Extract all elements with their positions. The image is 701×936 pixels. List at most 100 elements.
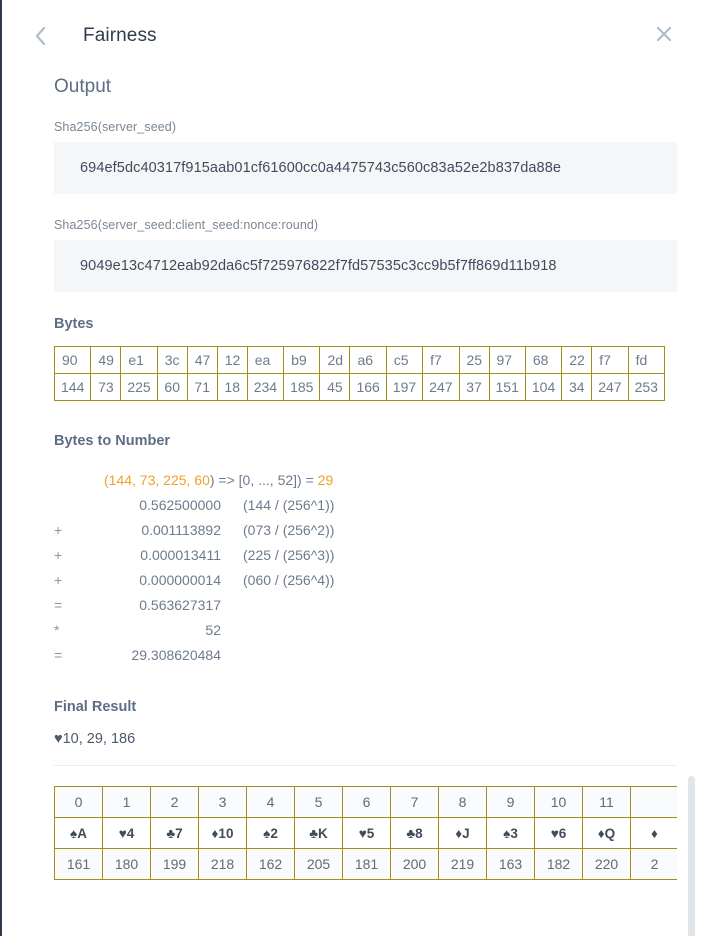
byte-decimal-cell: 71 <box>186 373 218 401</box>
page-scrollbar-track[interactable] <box>688 388 698 936</box>
close-button[interactable] <box>651 23 677 49</box>
calc-operator: + <box>54 571 63 588</box>
byte-decimal-cell: 45 <box>319 373 351 401</box>
calc-header-mid: ) => [0, ..., 52]) = <box>209 471 318 488</box>
calc-value: 0.001113892 <box>141 521 221 538</box>
bytes-hex-row: 90 49 e1 3c 47 12 ea b9 2d a6 c5 f7 25 97 68 22 f7 fd <box>54 346 665 374</box>
byte-hex-cell: 22 <box>561 346 593 374</box>
cards-index-row: 0 1 2 3 4 5 6 7 8 9 10 11 <box>54 786 677 818</box>
byte-decimal-cell: 185 <box>283 373 321 401</box>
panel-header: Fairness <box>2 0 701 72</box>
byte-hex-cell: 68 <box>524 346 563 374</box>
server-seed-hash-label: Sha256(server_seed) <box>54 120 177 134</box>
calc-value: 0.563627317 <box>139 596 221 613</box>
byte-hex-cell: fd <box>627 346 665 374</box>
card-number-cell: 161 <box>54 848 103 880</box>
bytes-table-scroll[interactable]: 90 49 e1 3c 47 12 ea b9 2d a6 c5 f7 25 97 68 22 f7 fd 144… <box>54 346 677 409</box>
card-index-cell: 5 <box>294 786 343 818</box>
card-face-cell: ♥6 <box>534 817 583 849</box>
byte-hex-cell: 90 <box>54 346 92 374</box>
card-number-cell: 163 <box>486 848 535 880</box>
bytes-to-number-table: (144, 73, 225, 60) => [0, ..., 52]) = 29… <box>54 467 334 667</box>
calc-header-result: 29 <box>317 471 334 488</box>
card-number-cell: 180 <box>102 848 151 880</box>
card-index-cell: 11 <box>582 786 631 818</box>
calc-note: (144 / (256^1)) <box>243 496 335 513</box>
card-number-cell: 2 <box>630 848 677 880</box>
card-face-cell: ♥5 <box>342 817 391 849</box>
byte-hex-cell: 2d <box>319 346 351 374</box>
calc-note <box>243 642 334 667</box>
calc-operator: * <box>54 621 60 638</box>
byte-decimal-cell: 166 <box>349 373 387 401</box>
calc-note: (225 / (256^3)) <box>243 546 335 563</box>
byte-hex-cell: e1 <box>120 346 158 374</box>
final-result-title: Final Result <box>54 699 137 715</box>
calc-value: 0.000013411 <box>140 546 221 563</box>
card-face-cell: ♦J <box>438 817 487 849</box>
final-result-value: ♥10, 29, 186 <box>54 731 136 747</box>
card-face-cell: ♦Q <box>582 817 631 849</box>
calc-row: * 52 <box>54 617 334 642</box>
calc-note: (060 / (256^4)) <box>243 571 335 588</box>
byte-hex-cell: 25 <box>458 346 490 374</box>
card-face-cell: ♥4 <box>102 817 151 849</box>
byte-decimal-cell: 34 <box>561 373 593 401</box>
page-title: Fairness <box>83 25 157 46</box>
calc-header-row: (144, 73, 225, 60) => [0, ..., 52]) = 29 <box>54 467 334 492</box>
card-number-cell: 181 <box>342 848 391 880</box>
calc-value: 0.000000014 <box>139 571 221 588</box>
calc-operator: + <box>54 521 63 538</box>
calc-note: (073 / (256^2)) <box>243 521 335 538</box>
calc-operator <box>54 492 78 517</box>
cards-number-row: 161 180 199 218 162 205 181 200 219 163 182 220 2 <box>54 848 677 880</box>
card-index-cell: 10 <box>534 786 583 818</box>
card-face-cell: ♠2 <box>246 817 295 849</box>
calc-value: 52 <box>205 621 221 638</box>
combined-hash-value: 9049e13c4712eab92da6c5f725976822f7fd5753… <box>54 240 677 292</box>
card-face-cell: ♠3 <box>486 817 535 849</box>
calc-header-op <box>54 467 78 492</box>
card-face-cell: ♣K <box>294 817 343 849</box>
byte-hex-cell: 12 <box>216 346 248 374</box>
card-face-cell: ♦10 <box>198 817 247 849</box>
byte-decimal-cell: 197 <box>385 373 424 401</box>
card-number-cell: 220 <box>582 848 631 880</box>
card-index-cell: 8 <box>438 786 487 818</box>
byte-decimal-cell: 37 <box>458 373 490 401</box>
card-index-cell: 3 <box>198 786 247 818</box>
calc-operator: + <box>54 546 63 563</box>
chevron-left-icon <box>33 25 49 47</box>
byte-hex-cell: ea <box>246 346 285 374</box>
card-number-cell: 218 <box>198 848 247 880</box>
page-scrollbar-thumb[interactable] <box>688 776 695 936</box>
cards-face-row: ♠A ♥4 ♣7 ♦10 ♠2 ♣K ♥5 ♣8 ♦J ♠3 ♥6 ♦Q ♦ <box>54 817 677 849</box>
calc-row: +0.000000014 (060 / (256^4)) <box>54 567 334 592</box>
byte-decimal-cell: 247 <box>422 373 460 401</box>
byte-hex-cell: b9 <box>283 346 321 374</box>
card-face-cell: ♦ <box>630 817 677 849</box>
card-number-cell: 200 <box>390 848 439 880</box>
bytes-decimal-row: 144 73 225 60 71 18 234 185 45 166 197 247 37 151 104 3… <box>54 373 665 401</box>
byte-decimal-cell: 18 <box>216 373 248 401</box>
calc-note <box>243 617 334 642</box>
card-number-cell: 219 <box>438 848 487 880</box>
card-index-cell: 4 <box>246 786 295 818</box>
panel-body: Output Sha256(server_seed) 694ef5dc40317… <box>2 76 701 888</box>
card-face-cell: ♣7 <box>150 817 199 849</box>
bytes-table: 90 49 e1 3c 47 12 ea b9 2d a6 c5 f7 25 97 68 22 f7 fd 144… <box>54 346 665 401</box>
output-heading: Output <box>54 76 112 97</box>
card-index-cell: 2 <box>150 786 199 818</box>
card-index-cell: 9 <box>486 786 535 818</box>
bytes-to-number-title: Bytes to Number <box>54 433 171 449</box>
card-face-cell: ♣8 <box>390 817 439 849</box>
calc-header-bytes: 144, 73, 225, 60 <box>108 471 210 488</box>
back-button[interactable] <box>28 23 54 49</box>
byte-decimal-cell: 151 <box>488 373 526 401</box>
server-seed-hash-value: 694ef5dc40317f915aab01cf61600cc0a4475743… <box>54 142 677 194</box>
calc-row: 0.562500000 (144 / (256^1)) <box>54 492 334 517</box>
byte-hex-cell: 47 <box>186 346 218 374</box>
byte-hex-cell: f7 <box>591 346 629 374</box>
cards-table-scroll[interactable]: 0 1 2 3 4 5 6 7 8 9 10 11 ♠A ♥4 ♣7 ♦10 ♠2 ♣K ♥5 ♣8 ♦J ♠3 ♥6 ♦Q… <box>54 786 677 888</box>
